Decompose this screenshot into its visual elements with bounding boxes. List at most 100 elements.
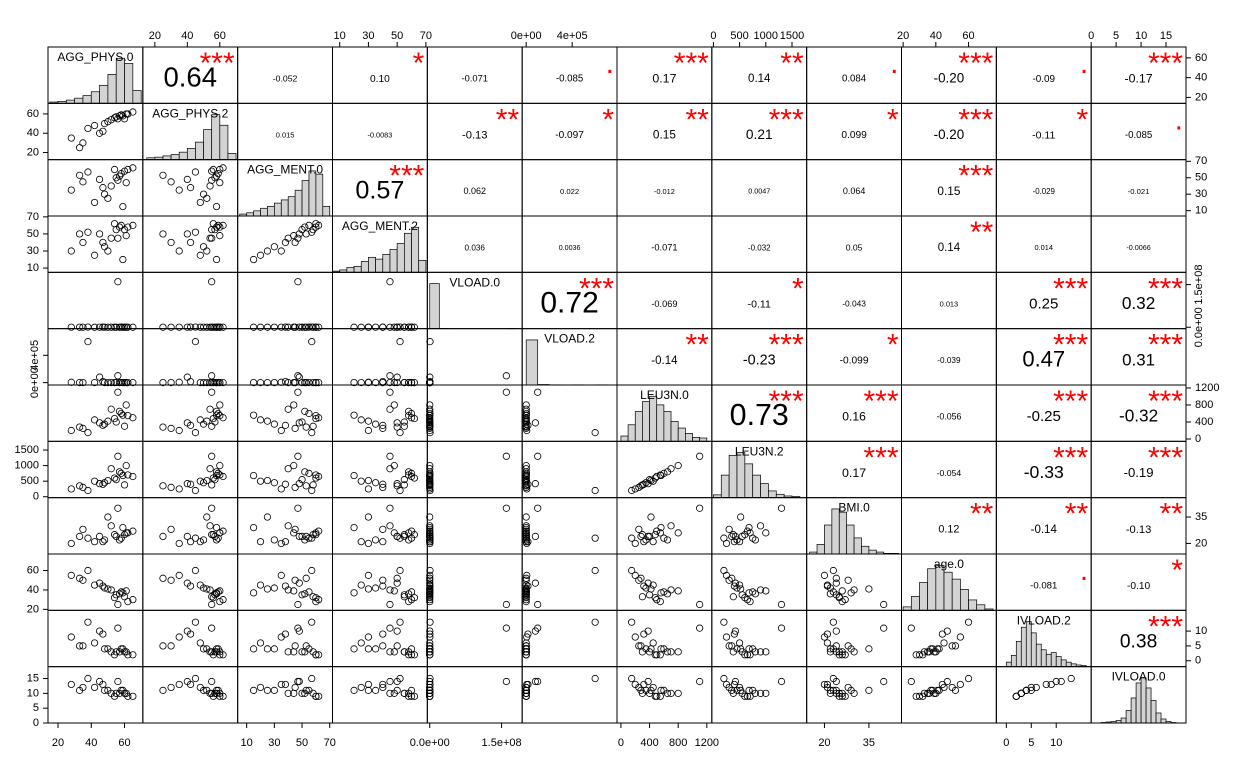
histogram-bar	[1036, 644, 1041, 667]
y-tick-label: 0	[1195, 433, 1201, 445]
significance-stars: *	[413, 47, 425, 80]
y-tick-label: 0	[33, 491, 39, 503]
histogram-bar	[1066, 662, 1071, 667]
x-tick-label: 400	[640, 737, 658, 749]
variable-name: BMI.0	[838, 501, 870, 515]
x-tick-label: 1.5e+08	[482, 737, 522, 749]
histogram-bar	[309, 171, 316, 216]
histogram-bar	[133, 90, 141, 103]
x-tick-label: 0e+00	[511, 30, 542, 42]
y-tick-label: 30	[27, 245, 39, 257]
correlation-value: 0.15	[653, 128, 676, 142]
variable-name: IVLOAD.2	[1017, 613, 1071, 627]
significance-stars: ***	[863, 385, 898, 418]
x-tick-label: 70	[324, 737, 336, 749]
variable-name: VLOAD.2	[544, 332, 595, 346]
histogram-bar	[91, 92, 99, 104]
correlation-value: -0.039	[937, 356, 961, 365]
histogram-bar	[729, 455, 737, 497]
correlation-value: 0.062	[463, 186, 486, 196]
y-tick-label: 60	[27, 564, 39, 576]
y-tick-label: 50	[27, 228, 39, 240]
correlation-value: 0.015	[276, 130, 295, 139]
histogram-bar	[1046, 654, 1051, 666]
variable-name: VLOAD.0	[449, 275, 500, 289]
histogram-bar	[768, 491, 776, 498]
y-tick-label: 20	[1195, 537, 1207, 549]
x-tick-label: 50	[296, 737, 308, 749]
histogram-bar	[1136, 683, 1141, 723]
histogram-bar	[430, 284, 440, 329]
significance-stars: ***	[769, 103, 804, 136]
y-tick-label: 4e+05	[29, 340, 41, 371]
histogram-bar	[376, 259, 383, 272]
histogram-bar	[1021, 627, 1026, 666]
correlation-value: -0.14	[651, 355, 678, 367]
histogram-bar	[75, 98, 83, 103]
significance-stars: **	[496, 103, 520, 136]
correlation-value: -0.012	[654, 187, 675, 196]
significance-stars: *	[887, 103, 899, 136]
histogram-bar	[832, 509, 839, 554]
significance-stars: ***	[579, 272, 614, 305]
histogram-bar	[195, 142, 203, 160]
correlation-value: 0.0047	[748, 187, 770, 196]
x-tick-label: 5	[1028, 737, 1034, 749]
correlation-value: -0.071	[462, 74, 488, 84]
x-tick-label: 70	[420, 30, 432, 42]
histogram-bar	[390, 249, 397, 272]
y-tick-label: 5	[1195, 640, 1201, 652]
correlation-value: -0.071	[651, 243, 677, 253]
correlation-value: 0.14	[748, 73, 771, 85]
x-tick-label: 5	[1113, 30, 1119, 42]
correlation-value: -0.081	[1030, 581, 1057, 592]
histogram-bar	[295, 190, 302, 216]
significance-stars: ***	[958, 103, 993, 136]
histogram-bar	[383, 254, 390, 272]
variable-name: age.0	[934, 557, 964, 571]
significance-stars: *	[1171, 554, 1183, 587]
variable-name: LEU3N.2	[735, 444, 784, 458]
histogram-bar	[753, 475, 761, 498]
correlation-value: 0.14	[938, 242, 961, 254]
y-tick-label: 60	[27, 108, 39, 120]
significance-stars: ***	[389, 160, 424, 193]
x-tick-label: 1500	[780, 30, 804, 42]
significance-stars: *	[1076, 103, 1088, 136]
histogram-bar	[179, 152, 187, 160]
variable-name: AGG_PHYS.0	[57, 50, 133, 64]
histogram-bar	[228, 153, 236, 159]
histogram-bar	[163, 156, 171, 160]
significance-stars: ***	[1148, 610, 1183, 643]
significance-stars: *	[887, 329, 899, 362]
histogram-bar	[721, 475, 729, 498]
histogram-bar	[212, 115, 220, 160]
x-tick-label: 0	[1003, 737, 1009, 749]
histogram-bar	[316, 174, 323, 216]
histogram-bar	[1131, 698, 1136, 723]
y-tick-label: 10	[1195, 205, 1207, 217]
histogram-bar	[854, 538, 861, 554]
x-tick-label: 40	[930, 30, 942, 42]
histogram-bar	[737, 453, 745, 498]
histogram-bar	[361, 262, 368, 273]
significance-stars: **	[685, 329, 709, 362]
x-tick-label: 40	[85, 737, 97, 749]
correlation-value: -0.032	[748, 243, 771, 252]
histogram-bar	[1006, 662, 1011, 667]
y-tick-label: 50	[1195, 172, 1207, 184]
histogram-bar	[936, 565, 944, 610]
significance-stars: **	[970, 216, 994, 249]
histogram-bar	[678, 428, 685, 441]
x-tick-label: 20	[897, 30, 909, 42]
correlation-value: 0.0036	[559, 244, 581, 252]
significance-stars: ***	[958, 47, 993, 80]
significance-stars: ***	[1148, 272, 1183, 305]
y-tick-label: 20	[27, 603, 39, 615]
histogram-bar	[1126, 710, 1131, 723]
correlation-value: 0.014	[1035, 243, 1054, 252]
x-tick-label: 4e+05	[557, 30, 588, 42]
histogram-bar	[171, 155, 179, 160]
histogram-bar	[693, 437, 700, 441]
histogram-bar	[267, 206, 274, 216]
